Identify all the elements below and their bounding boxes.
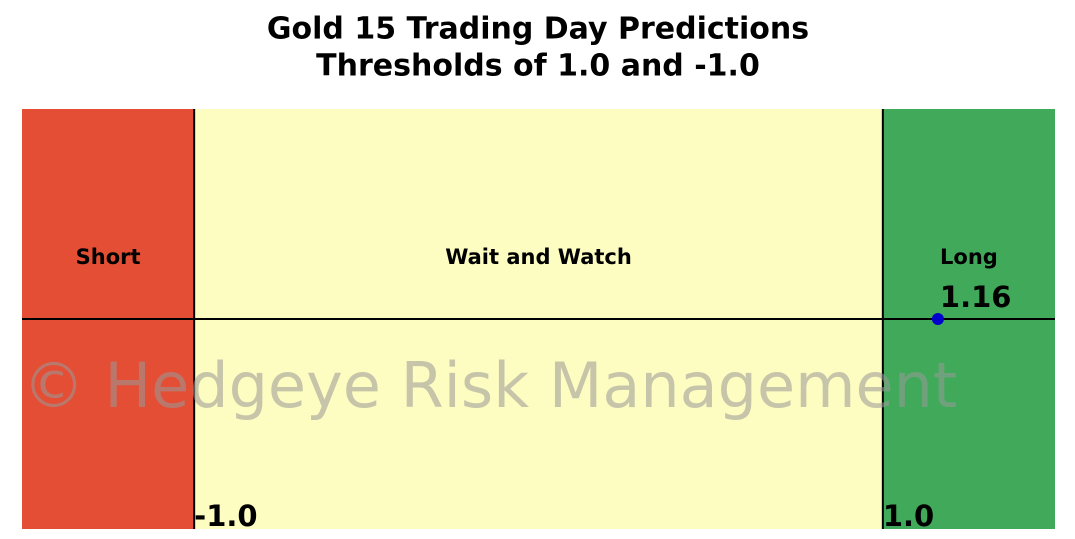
zone-label: Long [940,245,998,269]
watermark: © Hedgeye Risk Management [23,349,958,422]
threshold-label: 1.0 [883,499,934,533]
chart-subtitle: Thresholds of 1.0 and -1.0 [316,49,760,84]
point [931,313,944,325]
threshold-label: -1.0 [194,499,257,533]
zone-label: Short [76,245,141,269]
zone-label: Wait and Watch [445,245,632,269]
chart-title: Gold 15 Trading Day Predictions [267,12,809,47]
value-label: 1.16 [940,280,1012,314]
